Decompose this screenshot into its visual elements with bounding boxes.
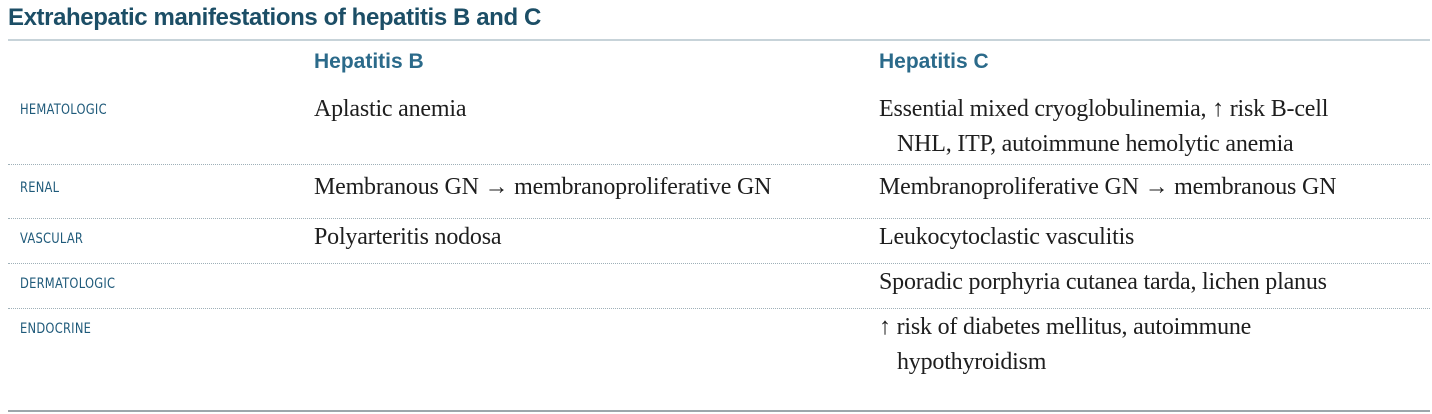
row-category: ENDOCRINE [20,321,92,337]
row-category: RENAL [20,180,60,196]
hepatitis-c-text-line2: NHL, ITP, autoimmune hemolytic anemia [897,131,1294,157]
table-row-renal: RENAL Membranous GN → membranoproliferat… [8,166,1430,219]
row-category: DERMATOLOGIC [20,276,116,292]
hepatitis-b-cell: Polyarteritis nodosa [314,224,502,250]
hepatitis-c-text-line2: hypothyroidism [897,349,1047,375]
hepatitis-c-cell: Membranoproliferative GN → membranous GN [879,174,1337,200]
hepatitis-c-cell: Essential mixed cryoglobulinemia, ↑ risk… [879,92,1328,162]
hepatitis-b-cell: Aplastic anemia [314,96,467,122]
table-figure: Extrahepatic manifestations of hepatitis… [8,0,1430,414]
bottom-rule [8,410,1430,412]
hepatitis-c-text-line1: ↑ risk of diabetes mellitus, autoimmune [879,314,1252,340]
table-row-dermatologic: DERMATOLOGIC Sporadic porphyria cutanea … [8,265,1430,309]
hepatitis-c-cell: Sporadic porphyria cutanea tarda, lichen… [879,269,1327,295]
row-category: HEMATOLOGIC [20,102,107,118]
table-title: Extrahepatic manifestations of hepatitis… [8,4,541,31]
top-rule [8,39,1430,41]
row-category: VASCULAR [20,231,84,247]
table-row-vascular: VASCULAR Polyarteritis nodosa Leukocytoc… [8,220,1430,264]
hepatitis-c-cell: Leukocytoclastic vasculitis [879,224,1135,250]
hepatitis-c-text-line1: Essential mixed cryoglobulinemia, ↑ risk… [879,96,1329,122]
table-row-endocrine: ENDOCRINE ↑ risk of diabetes mellitus, a… [8,310,1430,400]
hepatitis-c-cell: ↑ risk of diabetes mellitus, autoimmune … [879,310,1251,380]
table-row-hematologic: HEMATOLOGIC Aplastic anemia Essential mi… [8,88,1430,165]
column-header-hepatitis-c: Hepatitis C [879,50,989,73]
column-header-hepatitis-b: Hepatitis B [314,50,424,73]
hepatitis-b-cell: Membranous GN → membranoproliferative GN [314,174,772,200]
